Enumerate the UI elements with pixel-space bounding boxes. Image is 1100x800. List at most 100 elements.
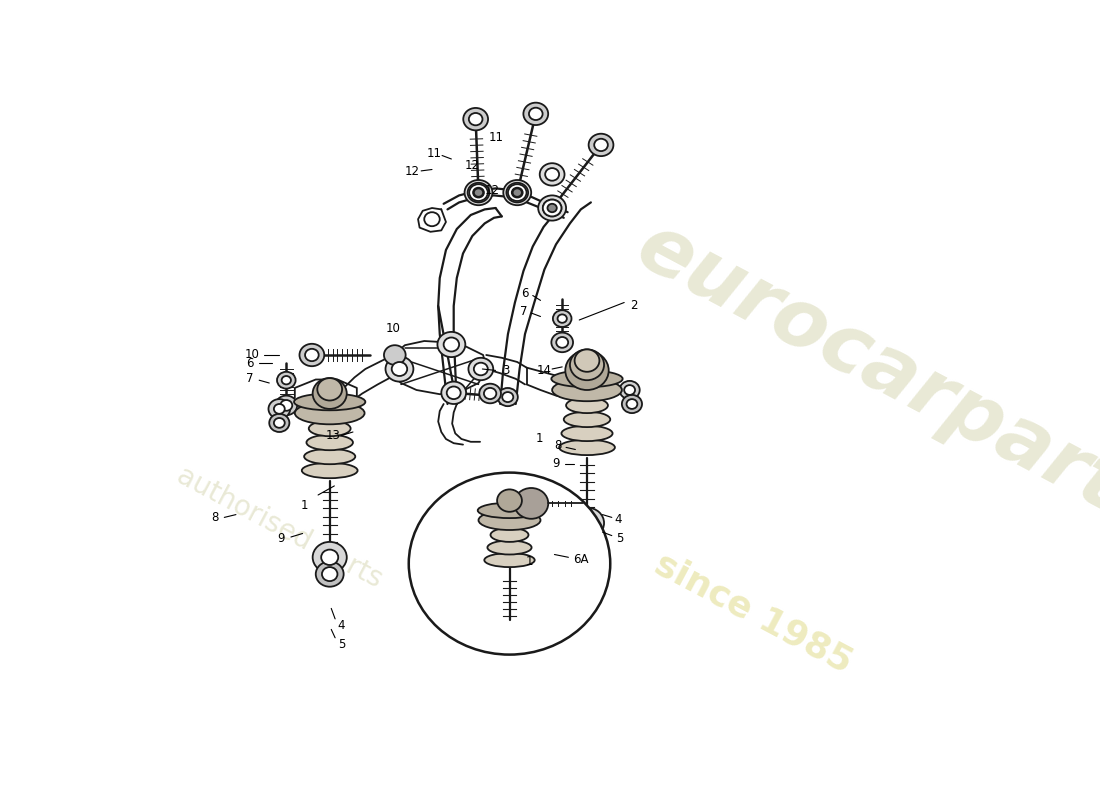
Text: since 1985: since 1985	[649, 547, 858, 680]
Text: 9: 9	[277, 532, 285, 545]
Text: 12: 12	[405, 165, 420, 178]
Circle shape	[282, 376, 290, 385]
Circle shape	[464, 180, 493, 205]
Text: 4: 4	[338, 619, 345, 632]
Text: 13: 13	[326, 429, 340, 442]
Circle shape	[312, 378, 346, 409]
Circle shape	[627, 399, 637, 409]
Text: 11: 11	[488, 131, 504, 145]
Circle shape	[512, 188, 522, 198]
Text: 11: 11	[427, 147, 442, 160]
Circle shape	[275, 395, 297, 415]
Circle shape	[529, 108, 542, 120]
Circle shape	[469, 113, 483, 126]
Circle shape	[594, 138, 608, 151]
Ellipse shape	[559, 440, 615, 455]
Circle shape	[588, 134, 614, 156]
Circle shape	[474, 188, 483, 197]
Text: 14: 14	[537, 364, 552, 377]
Circle shape	[474, 362, 487, 375]
Text: 10: 10	[245, 349, 260, 362]
Circle shape	[551, 333, 573, 352]
Ellipse shape	[309, 421, 351, 436]
Circle shape	[321, 550, 338, 565]
Circle shape	[443, 338, 459, 351]
Text: 7: 7	[519, 305, 527, 318]
Circle shape	[274, 404, 285, 414]
Circle shape	[317, 378, 342, 401]
Ellipse shape	[307, 435, 353, 450]
Text: 2: 2	[629, 299, 637, 313]
Circle shape	[513, 188, 521, 197]
Ellipse shape	[487, 541, 531, 554]
Circle shape	[540, 163, 564, 186]
Ellipse shape	[304, 449, 355, 464]
Text: 3: 3	[502, 364, 509, 377]
Circle shape	[514, 488, 548, 518]
Circle shape	[316, 562, 343, 586]
Circle shape	[497, 388, 518, 406]
Ellipse shape	[551, 370, 623, 387]
Circle shape	[580, 533, 595, 547]
Circle shape	[299, 344, 324, 366]
Circle shape	[425, 212, 440, 226]
Circle shape	[469, 358, 493, 380]
Circle shape	[277, 372, 296, 389]
Circle shape	[573, 527, 601, 552]
Circle shape	[624, 385, 635, 395]
Ellipse shape	[491, 528, 528, 542]
Ellipse shape	[295, 402, 364, 424]
Circle shape	[619, 381, 640, 399]
Circle shape	[463, 108, 488, 130]
Circle shape	[385, 356, 414, 382]
Text: 6A: 6A	[573, 553, 588, 566]
Text: 8: 8	[211, 511, 219, 524]
Circle shape	[470, 184, 487, 201]
Circle shape	[274, 418, 285, 428]
Ellipse shape	[484, 553, 535, 567]
Text: 8: 8	[554, 439, 561, 453]
Text: 6: 6	[521, 287, 529, 300]
Circle shape	[570, 350, 604, 380]
Circle shape	[558, 314, 566, 322]
Text: 12: 12	[465, 159, 480, 173]
Text: 5: 5	[616, 532, 624, 545]
Circle shape	[504, 180, 531, 205]
Text: 12: 12	[485, 184, 499, 197]
Text: 1: 1	[536, 433, 542, 446]
Circle shape	[565, 350, 608, 390]
Text: 10: 10	[386, 322, 400, 335]
Circle shape	[524, 102, 548, 125]
Circle shape	[574, 350, 600, 372]
Ellipse shape	[561, 426, 613, 441]
Circle shape	[322, 567, 338, 581]
Circle shape	[280, 400, 293, 410]
Circle shape	[579, 515, 595, 530]
Circle shape	[538, 195, 566, 221]
Ellipse shape	[552, 378, 622, 401]
Circle shape	[305, 349, 319, 361]
Ellipse shape	[301, 462, 358, 478]
Text: 5: 5	[338, 638, 345, 650]
Circle shape	[473, 188, 484, 198]
Circle shape	[557, 337, 569, 348]
Circle shape	[497, 490, 521, 512]
Text: 1: 1	[300, 499, 308, 512]
Circle shape	[480, 384, 501, 403]
Text: 4: 4	[614, 513, 622, 526]
Text: 9: 9	[552, 457, 560, 470]
Ellipse shape	[477, 502, 541, 518]
Circle shape	[503, 392, 514, 402]
Circle shape	[268, 399, 290, 418]
Ellipse shape	[294, 394, 365, 410]
Circle shape	[312, 542, 346, 573]
Circle shape	[409, 473, 610, 654]
Text: 1: 1	[526, 555, 534, 568]
Ellipse shape	[563, 412, 611, 427]
Circle shape	[546, 168, 559, 181]
Circle shape	[548, 204, 557, 212]
Text: eurocarparts: eurocarparts	[624, 207, 1100, 551]
Text: 7: 7	[246, 372, 254, 386]
Circle shape	[392, 362, 407, 376]
Circle shape	[447, 386, 461, 399]
